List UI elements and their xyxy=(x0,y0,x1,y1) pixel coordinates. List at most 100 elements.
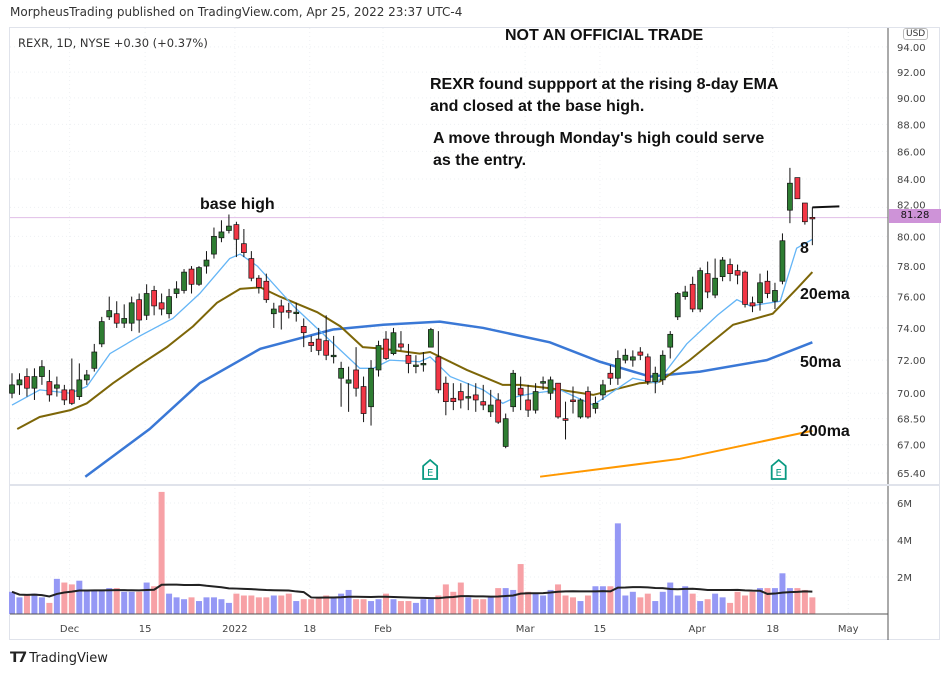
candle-body xyxy=(757,282,763,304)
volume-tick-label: 4M xyxy=(897,536,912,547)
volume-bar xyxy=(46,602,53,614)
volume-bar xyxy=(158,491,165,614)
candle-body xyxy=(300,325,307,334)
volume-bar xyxy=(652,601,659,614)
volume-bar xyxy=(779,573,786,614)
volume-bar xyxy=(61,582,68,614)
volume-ma-line xyxy=(11,583,813,600)
candle-body xyxy=(241,243,247,253)
volume-bar xyxy=(450,591,457,614)
candle-body xyxy=(652,372,659,382)
candle-body xyxy=(465,396,472,399)
volume-bar xyxy=(151,586,158,614)
volume-bar xyxy=(240,595,247,614)
candle-body xyxy=(794,177,801,200)
volume-bar xyxy=(607,586,614,614)
candle-body xyxy=(712,277,718,296)
candle-body xyxy=(428,329,434,348)
volume-bar xyxy=(727,602,734,614)
earnings-icon xyxy=(422,458,439,480)
candle-body xyxy=(435,356,442,391)
candle-body xyxy=(697,270,704,310)
volume-bar xyxy=(420,599,427,614)
volume-bar xyxy=(704,599,711,614)
volume-bar xyxy=(667,582,674,614)
candle-body xyxy=(644,356,651,382)
ma50-label: 50ma xyxy=(800,354,841,371)
volume-bar xyxy=(771,588,778,614)
candle-body xyxy=(24,376,30,389)
candle-body xyxy=(136,299,143,321)
candle-body xyxy=(787,182,793,211)
y-tick-label: 86.00 xyxy=(897,147,926,158)
currency-badge[interactable]: USD xyxy=(903,28,929,40)
grid xyxy=(10,28,888,614)
ma50-line xyxy=(84,320,813,478)
candle-body xyxy=(128,302,135,324)
candle-body xyxy=(173,288,180,294)
volume-bar xyxy=(495,588,502,614)
candle-body xyxy=(383,338,389,359)
volume-tick-label: 6M xyxy=(897,499,912,510)
candle-body xyxy=(450,397,457,403)
candle-body xyxy=(121,318,128,324)
volume-bar xyxy=(532,593,539,614)
volume-bar xyxy=(562,595,569,614)
indicator-lines xyxy=(11,238,814,478)
candle-body xyxy=(555,382,561,418)
volume-bar xyxy=(23,595,30,614)
candle-body xyxy=(368,367,374,408)
candle-body xyxy=(330,354,337,358)
volume-bar xyxy=(622,595,629,614)
volume-bar xyxy=(734,591,741,614)
volume-bar xyxy=(113,588,120,614)
candle-body xyxy=(629,356,636,361)
volume-bar xyxy=(697,601,704,614)
candle-body xyxy=(323,340,330,356)
volume-bar xyxy=(442,584,449,614)
volume-bar xyxy=(285,593,292,614)
volume-bar xyxy=(405,601,412,614)
x-tick-label: Dec xyxy=(60,624,79,635)
candle-body xyxy=(360,386,367,414)
volume-bar xyxy=(278,595,285,614)
ema20-label: 20ema xyxy=(800,286,850,303)
volume-bar xyxy=(345,589,352,614)
volume-bar xyxy=(465,597,472,614)
candle-body xyxy=(91,351,98,369)
candle-body xyxy=(233,224,240,240)
candle-body xyxy=(203,259,210,267)
y-tick-label: 84.00 xyxy=(897,175,926,186)
candle-body xyxy=(390,332,397,354)
symbol-legend[interactable]: REXR, 1D, NYSE +0.30 (+0.37%) xyxy=(18,36,208,50)
volume-bar xyxy=(502,588,509,614)
candle-body xyxy=(98,321,105,345)
candle-body xyxy=(480,401,487,406)
volume-tick-label: 2M xyxy=(897,573,912,584)
y-tick-label: 70.00 xyxy=(897,389,926,400)
candle-body xyxy=(615,358,621,379)
y-tick-label: 80.00 xyxy=(897,232,926,243)
candle-body xyxy=(547,379,554,394)
earnings-icon-letter: E xyxy=(427,468,433,479)
volume-bar xyxy=(682,586,689,614)
candle-body xyxy=(525,399,531,411)
disclaimer-title: NOT AN OFFICIAL TRADE xyxy=(505,27,704,44)
candle-body xyxy=(413,364,419,367)
candle-body xyxy=(577,399,584,418)
candle-body xyxy=(143,293,150,316)
candle-body xyxy=(742,271,748,305)
candle-body xyxy=(83,374,90,381)
volume-bar xyxy=(674,595,681,614)
x-tick-label: 18 xyxy=(303,624,316,635)
tradingview-logo[interactable]: T7 TradingView xyxy=(10,650,108,666)
volume-bar xyxy=(427,599,434,614)
volume-bar xyxy=(263,597,270,614)
note-line: REXR found suppport at the rising 8-day … xyxy=(430,76,779,93)
volume-bar xyxy=(375,599,382,614)
candle-body xyxy=(76,379,83,397)
candle-body xyxy=(263,280,270,301)
candle-body xyxy=(188,268,195,285)
volume-bar xyxy=(368,601,375,614)
